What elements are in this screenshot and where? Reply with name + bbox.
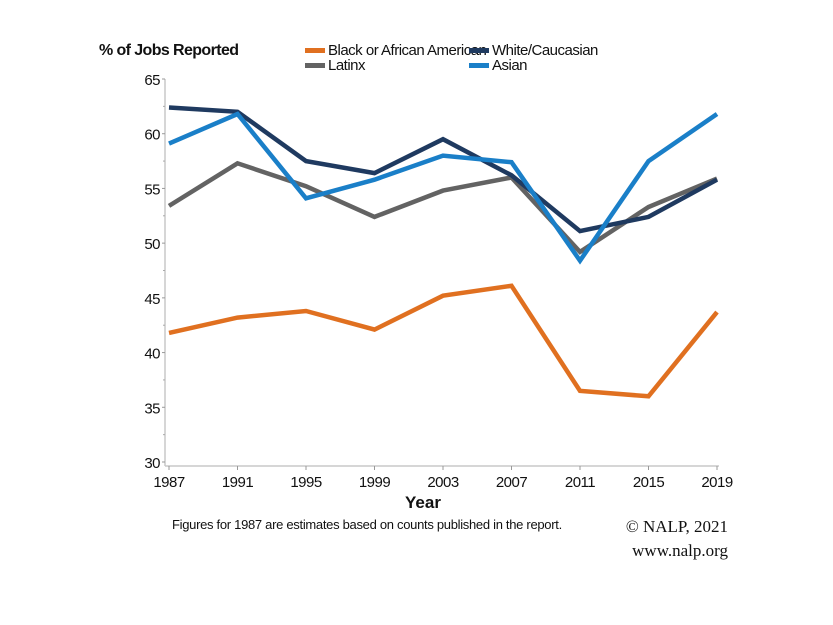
legend: Black or African American White/Caucasia… <box>305 42 599 74</box>
series-lines <box>167 105 719 399</box>
legend-swatch-latinx <box>305 63 325 68</box>
y-axis-title: % of Jobs Reported <box>99 42 238 59</box>
legend-swatch-white <box>469 48 489 53</box>
series-line-asian <box>168 111 719 265</box>
x-tick-label: 1999 <box>359 474 391 491</box>
x-tick-label: 2007 <box>496 474 528 491</box>
x-tick-label: 1987 <box>153 474 185 491</box>
legend-label-black: Black or African American <box>328 42 487 59</box>
legend-item-latinx: Latinx <box>305 57 367 74</box>
x-tick-label: 2003 <box>427 474 459 491</box>
legend-label-white: White/Caucasian <box>492 42 598 59</box>
legend-item-asian: Asian <box>469 57 528 74</box>
x-tick-label: 1991 <box>222 474 254 491</box>
series-line-latinx <box>167 160 718 255</box>
series-line-white-caucasian <box>168 105 719 234</box>
y-tick-label: 65 <box>144 72 160 89</box>
x-tick-label: 2019 <box>701 474 733 491</box>
x-tick-label: 2015 <box>633 474 665 491</box>
legend-item-white: White/Caucasian <box>469 42 599 59</box>
y-tick-label: 50 <box>144 236 160 253</box>
y-tick-label: 45 <box>144 291 160 308</box>
series-line-black-african-american <box>168 283 719 399</box>
website-credit: www.nalp.org <box>632 541 728 560</box>
x-tick-label: 2011 <box>565 474 595 491</box>
y-tick-label: 40 <box>144 346 160 363</box>
legend-swatch-asian <box>469 63 489 68</box>
y-tick-label: 55 <box>144 181 160 198</box>
y-tick-label: 35 <box>144 400 160 417</box>
legend-swatch-black <box>305 48 325 53</box>
axes: 30 35 40 45 50 55 60 65 1987 1991 1995 1999 2003 2007… <box>144 72 733 491</box>
legend-label-latinx: Latinx <box>328 57 366 74</box>
x-axis-title: Year <box>405 493 441 512</box>
y-tick-label: 30 <box>144 455 160 472</box>
legend-item-black: Black or African American <box>305 42 487 59</box>
x-tick-label: 1995 <box>290 474 322 491</box>
footnote: Figures for 1987 are estimates based on … <box>172 517 562 532</box>
y-tick-label: 60 <box>144 127 160 144</box>
legend-label-asian: Asian <box>492 57 527 74</box>
copyright-credit: © NALP, 2021 <box>626 517 728 536</box>
